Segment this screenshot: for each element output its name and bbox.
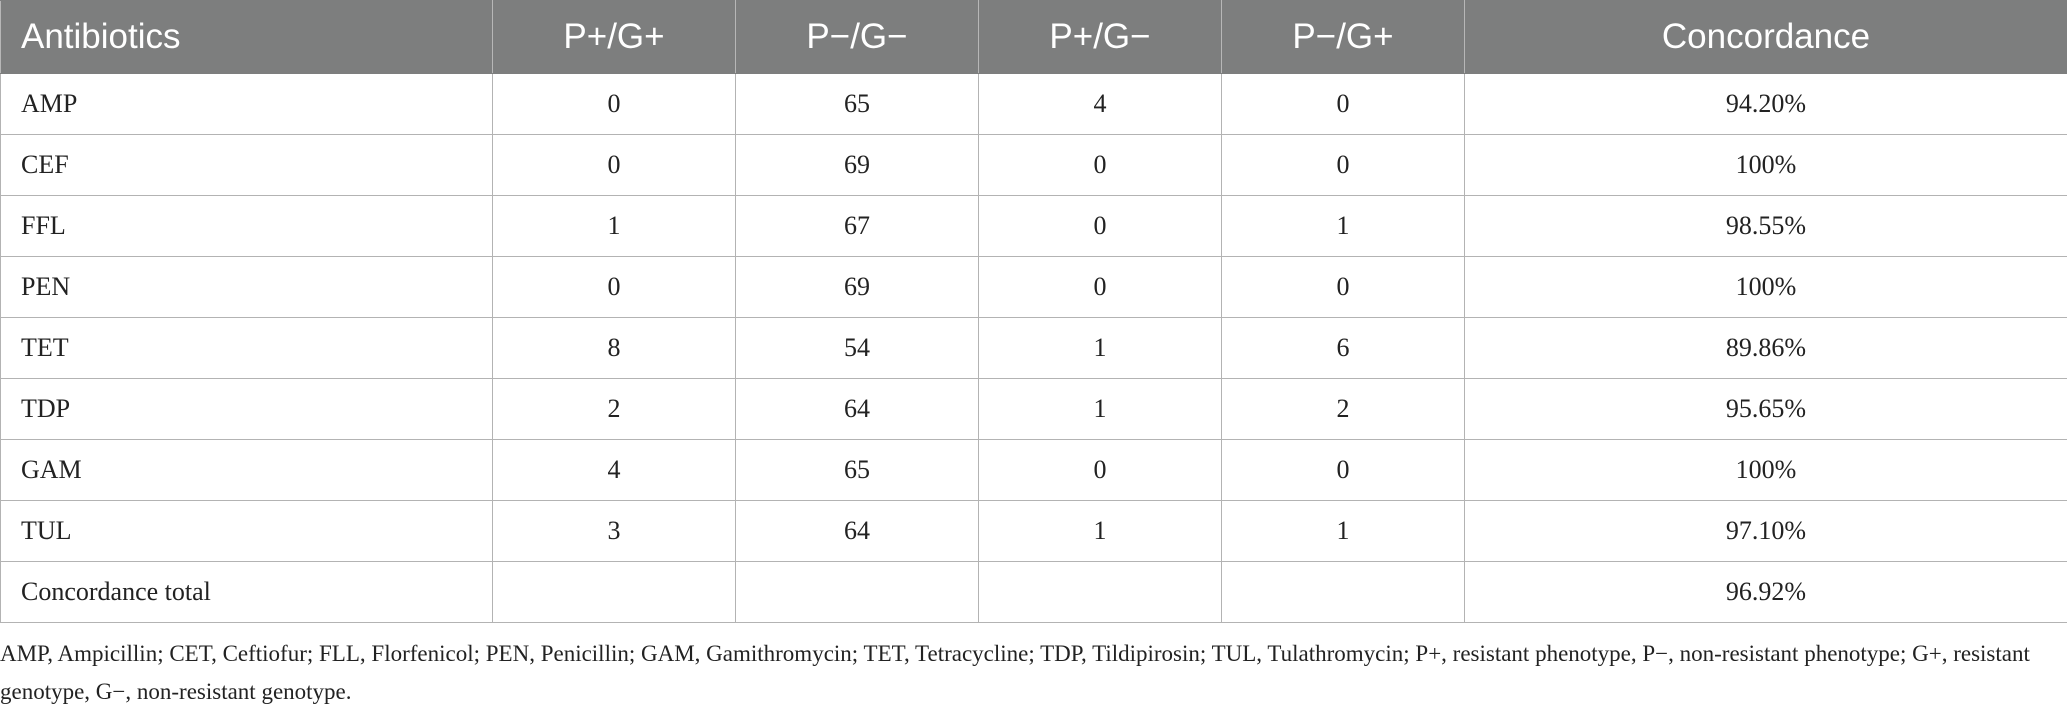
table-body: AMP 0 65 4 0 94.20% CEF 0 69 0 0 100% FF… bbox=[0, 73, 2067, 623]
cell-p-plus-g-minus: 1 bbox=[978, 378, 1222, 440]
cell-p-plus-g-minus: 0 bbox=[978, 195, 1222, 257]
cell-p-minus-g-minus: 64 bbox=[735, 500, 979, 562]
cell-antibiotic: TUL bbox=[0, 500, 493, 562]
cell-p-minus-g-minus: 64 bbox=[735, 378, 979, 440]
cell-p-minus-g-plus: 0 bbox=[1221, 73, 1465, 135]
cell-concordance: 98.55% bbox=[1464, 195, 2067, 257]
cell-p-minus-g-plus: 0 bbox=[1221, 256, 1465, 318]
cell-p-plus-g-minus: 4 bbox=[978, 73, 1222, 135]
table-row: AMP 0 65 4 0 94.20% bbox=[0, 73, 2067, 135]
cell-p-plus-g-plus: 4 bbox=[492, 439, 736, 501]
cell-p-plus-g-minus: 0 bbox=[978, 256, 1222, 318]
cell-antibiotic: CEF bbox=[0, 134, 493, 196]
table-row: FFL 1 67 0 1 98.55% bbox=[0, 195, 2067, 257]
table-row: TUL 3 64 1 1 97.10% bbox=[0, 500, 2067, 562]
cell-p-plus-g-plus: 1 bbox=[492, 195, 736, 257]
cell-antibiotic: FFL bbox=[0, 195, 493, 257]
cell-p-minus-g-minus: 69 bbox=[735, 134, 979, 196]
cell-p-minus-g-plus: 1 bbox=[1221, 500, 1465, 562]
cell-p-minus-g-minus: 65 bbox=[735, 73, 979, 135]
cell-empty bbox=[492, 561, 736, 623]
table-row: TET 8 54 1 6 89.86% bbox=[0, 317, 2067, 379]
header-p-plus-g-plus: P+/G+ bbox=[492, 0, 736, 74]
cell-empty bbox=[978, 561, 1222, 623]
cell-p-plus-g-minus: 1 bbox=[978, 317, 1222, 379]
table-header: Antibiotics P+/G+ P−/G− P+/G− P−/G+ Conc… bbox=[0, 0, 2067, 74]
cell-antibiotic: GAM bbox=[0, 439, 493, 501]
cell-p-minus-g-plus: 6 bbox=[1221, 317, 1465, 379]
table-row: PEN 0 69 0 0 100% bbox=[0, 256, 2067, 318]
cell-p-plus-g-plus: 2 bbox=[492, 378, 736, 440]
cell-p-minus-g-minus: 67 bbox=[735, 195, 979, 257]
table-row: GAM 4 65 0 0 100% bbox=[0, 439, 2067, 501]
cell-p-plus-g-minus: 1 bbox=[978, 500, 1222, 562]
cell-p-plus-g-plus: 3 bbox=[492, 500, 736, 562]
cell-p-plus-g-plus: 0 bbox=[492, 73, 736, 135]
header-antibiotics: Antibiotics bbox=[0, 0, 493, 74]
table-footnote: AMP, Ampicillin; CET, Ceftiofur; FLL, Fl… bbox=[0, 641, 2030, 704]
header-p-minus-g-minus: P−/G− bbox=[735, 0, 979, 74]
cell-p-minus-g-minus: 54 bbox=[735, 317, 979, 379]
cell-p-minus-g-plus: 2 bbox=[1221, 378, 1465, 440]
cell-p-minus-g-minus: 69 bbox=[735, 256, 979, 318]
cell-concordance: 89.86% bbox=[1464, 317, 2067, 379]
cell-p-plus-g-minus: 0 bbox=[978, 134, 1222, 196]
table-row: CEF 0 69 0 0 100% bbox=[0, 134, 2067, 196]
cell-antibiotic: TET bbox=[0, 317, 493, 379]
cell-antibiotic: AMP bbox=[0, 73, 493, 135]
header-p-minus-g-plus: P−/G+ bbox=[1221, 0, 1465, 74]
concordance-table: Antibiotics P+/G+ P−/G− P+/G− P−/G+ Conc… bbox=[0, 0, 2067, 623]
cell-concordance: 100% bbox=[1464, 256, 2067, 318]
cell-total-label: Concordance total bbox=[0, 561, 493, 623]
cell-concordance: 94.20% bbox=[1464, 73, 2067, 135]
cell-p-plus-g-plus: 0 bbox=[492, 134, 736, 196]
table-row: TDP 2 64 1 2 95.65% bbox=[0, 378, 2067, 440]
header-concordance: Concordance bbox=[1464, 0, 2067, 74]
cell-p-plus-g-plus: 8 bbox=[492, 317, 736, 379]
cell-empty bbox=[735, 561, 979, 623]
cell-p-minus-g-plus: 0 bbox=[1221, 134, 1465, 196]
cell-empty bbox=[1221, 561, 1465, 623]
cell-antibiotic: TDP bbox=[0, 378, 493, 440]
cell-total-concordance: 96.92% bbox=[1464, 561, 2067, 623]
cell-p-minus-g-plus: 1 bbox=[1221, 195, 1465, 257]
cell-antibiotic: PEN bbox=[0, 256, 493, 318]
cell-concordance: 97.10% bbox=[1464, 500, 2067, 562]
concordance-table-container: Antibiotics P+/G+ P−/G− P+/G− P−/G+ Conc… bbox=[0, 0, 2067, 623]
table-row-total: Concordance total 96.92% bbox=[0, 561, 2067, 623]
cell-p-plus-g-minus: 0 bbox=[978, 439, 1222, 501]
header-row: Antibiotics P+/G+ P−/G− P+/G− P−/G+ Conc… bbox=[0, 0, 2067, 74]
cell-concordance: 100% bbox=[1464, 439, 2067, 501]
cell-p-minus-g-minus: 65 bbox=[735, 439, 979, 501]
cell-p-minus-g-plus: 0 bbox=[1221, 439, 1465, 501]
cell-concordance: 100% bbox=[1464, 134, 2067, 196]
cell-p-plus-g-plus: 0 bbox=[492, 256, 736, 318]
header-p-plus-g-minus: P+/G− bbox=[978, 0, 1222, 74]
cell-concordance: 95.65% bbox=[1464, 378, 2067, 440]
